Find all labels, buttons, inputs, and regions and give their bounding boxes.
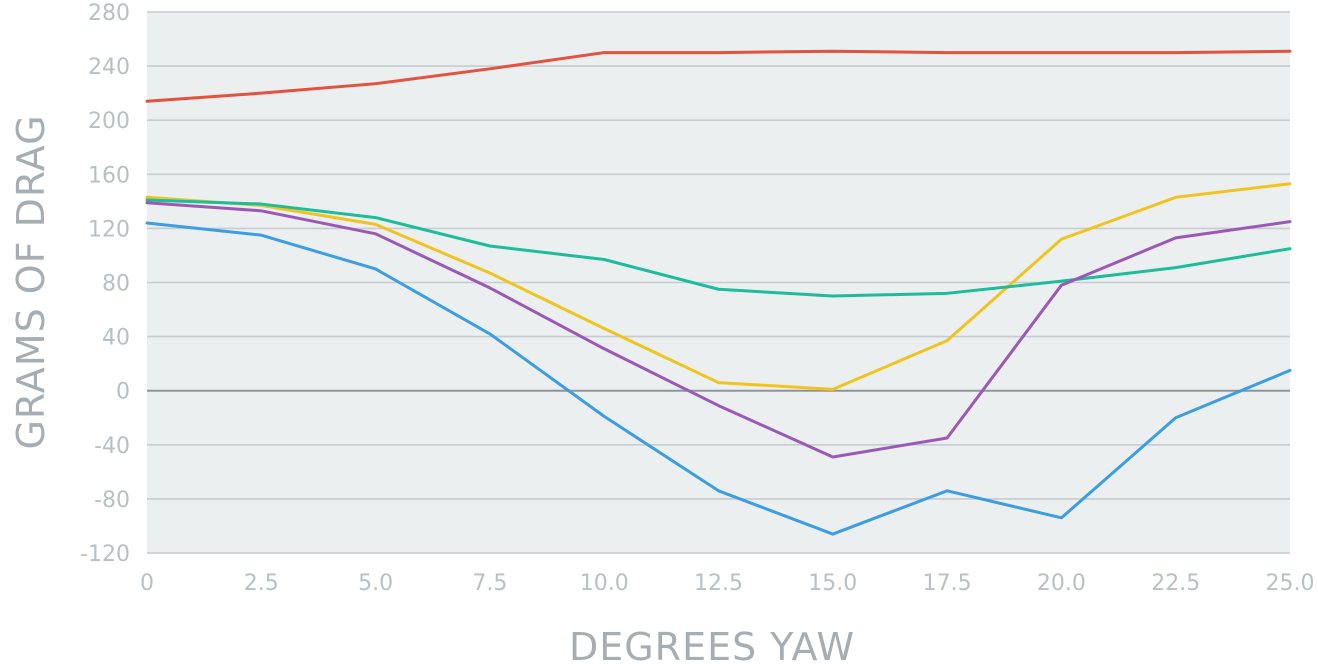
y-tick-label: 200: [88, 109, 130, 134]
x-tick-label: 10.0: [580, 571, 629, 596]
series-line-4: [145, 201, 1292, 459]
x-tick-label: 12.5: [694, 571, 743, 596]
y-tick-label: -120: [80, 542, 130, 567]
y-axis-ticks: -120 -80 -40 0 40 80 120 160 200 240 280: [80, 1, 130, 567]
series-line-2: [145, 182, 1292, 391]
y-tick-label: 80: [102, 272, 130, 297]
y-tick-label: 280: [88, 1, 130, 26]
x-tick-label: 7.5: [472, 571, 507, 596]
y-tick-label: 120: [88, 217, 130, 242]
x-tick-label: 17.5: [923, 571, 972, 596]
x-axis-ticks: 0 2.5 5.0 7.5 10.0 12.5 15.0 17.5 20.0 22.5 25.0: [140, 571, 1314, 596]
series-line-5: [145, 221, 1292, 536]
series-line-3: [145, 198, 1292, 298]
x-tick-label: 5.0: [358, 571, 393, 596]
x-tick-label: 20.0: [1037, 571, 1086, 596]
x-tick-label: 0: [140, 571, 154, 596]
gridlines: [147, 11, 1290, 554]
y-axis-title: GRAMS OF DRAG: [9, 114, 53, 449]
x-tick-label: 22.5: [1151, 571, 1200, 596]
y-tick-label: -40: [94, 434, 130, 459]
series-lines: [145, 49, 1292, 536]
y-tick-label: 40: [102, 326, 130, 351]
x-tick-label: 25.0: [1266, 571, 1315, 596]
x-tick-label: 2.5: [244, 571, 279, 596]
x-axis-title: DEGREES YAW: [569, 625, 855, 664]
series-line-1: [145, 49, 1292, 103]
x-tick-label: 15.0: [808, 571, 857, 596]
y-tick-label: 0: [116, 380, 130, 405]
y-tick-label: 240: [88, 55, 130, 80]
y-tick-label: 160: [88, 163, 130, 188]
y-tick-label: -80: [94, 488, 130, 513]
